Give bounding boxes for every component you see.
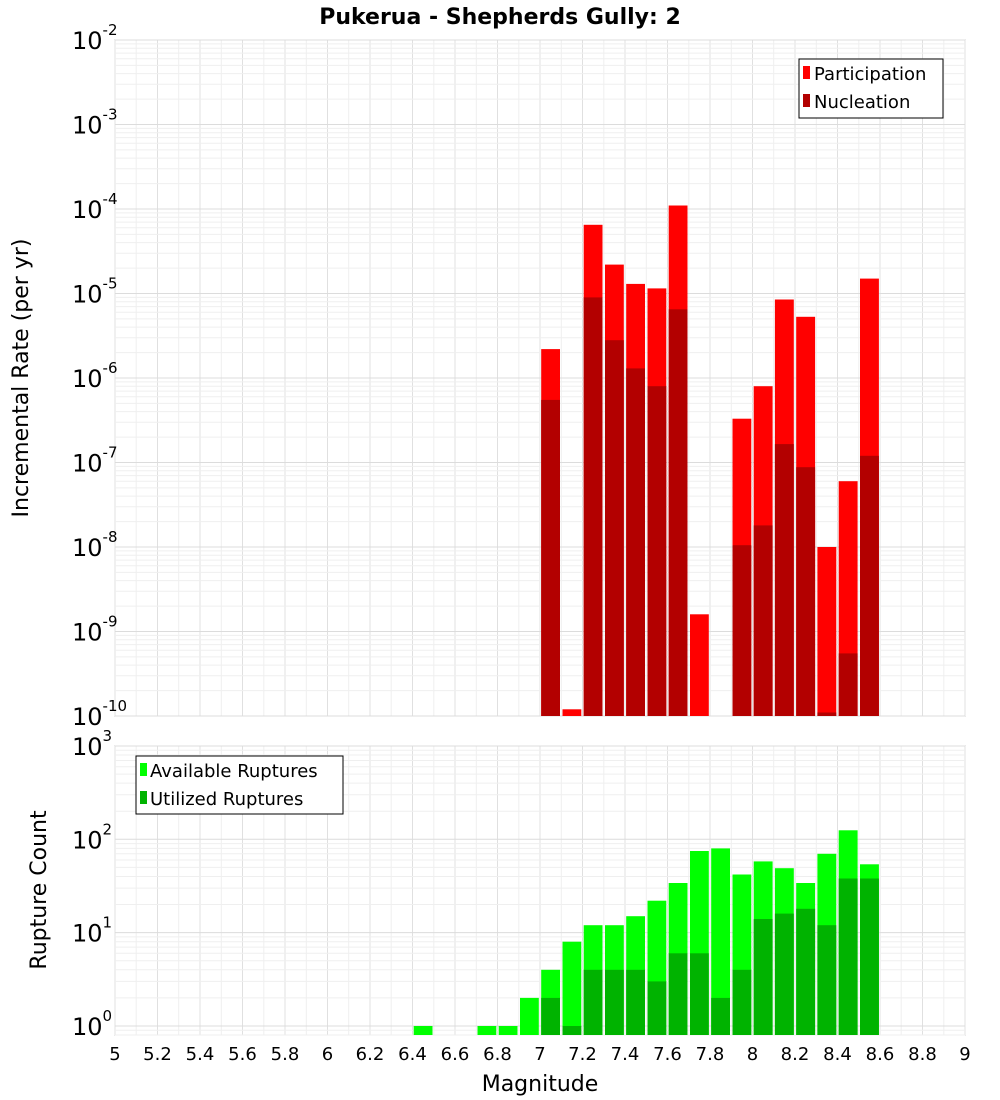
count-bar-utilized-ruptures bbox=[774, 913, 794, 1035]
count-bar-utilized-ruptures bbox=[711, 997, 730, 1035]
count-bar-available-ruptures bbox=[562, 941, 582, 1035]
count-bars bbox=[413, 830, 879, 1035]
rate-bar-nucleation bbox=[647, 386, 667, 716]
rate-bar-nucleation bbox=[605, 340, 624, 716]
rate-bars bbox=[541, 205, 879, 717]
count-bar-utilized-ruptures bbox=[541, 997, 560, 1035]
x-tick-label: 7.6 bbox=[653, 1044, 682, 1065]
rate-bar-nucleation bbox=[753, 525, 773, 716]
chart-title: Pukerua - Shepherds Gully: 2 bbox=[319, 5, 681, 30]
x-tick-label: 8.8 bbox=[908, 1044, 937, 1065]
y-tick-label: 10-2 bbox=[72, 21, 118, 55]
x-tick-label: 5.6 bbox=[228, 1044, 257, 1065]
rate-bar-nucleation bbox=[583, 297, 603, 716]
count-y-ticks: 100 101 102 103 bbox=[72, 727, 112, 1041]
rate-bar-nucleation bbox=[626, 368, 645, 716]
count-bar-available-ruptures bbox=[711, 848, 730, 1035]
rate-panel: 10-10 10-9 10-8 10-7 10-6 10-5 10-4 10-3 10-2 In… bbox=[9, 21, 966, 731]
x-tick-label: 6.8 bbox=[483, 1044, 512, 1065]
x-tick-label: 7 bbox=[534, 1044, 545, 1065]
count-bar-utilized-ruptures bbox=[753, 919, 773, 1035]
x-tick-labels: 5 5.2 5.4 5.6 5.8 6 6.2 6.4 6.6 6.8 7 7.2 7.4 7.6 7.8 8… bbox=[109, 1044, 970, 1065]
x-tick-label: 9 bbox=[959, 1044, 970, 1065]
rate-bar-nucleation bbox=[774, 444, 794, 716]
legend-swatch-nucleation bbox=[803, 94, 810, 107]
rate-bar-nucleation bbox=[541, 399, 560, 716]
y-tick-label: 10-5 bbox=[72, 275, 118, 309]
y-tick-label: 101 bbox=[72, 914, 112, 948]
count-bar-utilized-ruptures bbox=[817, 925, 837, 1035]
count-bar-utilized-ruptures bbox=[605, 969, 624, 1035]
y-tick-label: 10-3 bbox=[72, 106, 118, 140]
x-tick-label: 5.8 bbox=[271, 1044, 300, 1065]
x-tick-label: 7.4 bbox=[611, 1044, 640, 1065]
y-tick-label: 10-10 bbox=[72, 697, 127, 731]
count-bar-available-ruptures bbox=[520, 997, 539, 1035]
count-bar-utilized-ruptures bbox=[668, 953, 688, 1035]
count-legend-box bbox=[135, 755, 344, 815]
x-tick-label: 7.2 bbox=[568, 1044, 597, 1065]
count-bar-available-ruptures bbox=[498, 1026, 518, 1035]
x-tick-label: 6.6 bbox=[441, 1044, 470, 1065]
count-gridlines bbox=[114, 745, 966, 1036]
legend-label-utilized: Utilized Ruptures bbox=[150, 789, 303, 810]
y-tick-label: 10-4 bbox=[72, 190, 118, 224]
rate-y-ticks: 10-10 10-9 10-8 10-7 10-6 10-5 10-4 10-3 10-2 bbox=[72, 21, 127, 731]
rate-bar-participation bbox=[562, 709, 582, 716]
count-bar-utilized-ruptures bbox=[732, 969, 752, 1035]
x-tick-label: 5 bbox=[109, 1044, 120, 1065]
rate-bar-nucleation bbox=[860, 455, 879, 716]
y-tick-label: 103 bbox=[72, 727, 112, 761]
count-bar-utilized-ruptures bbox=[690, 953, 709, 1035]
count-bar-utilized-ruptures bbox=[583, 969, 603, 1035]
x-axis-label: Magnitude bbox=[482, 1072, 599, 1097]
rate-bar-nucleation bbox=[796, 467, 816, 716]
x-tick-label: 5.2 bbox=[143, 1044, 172, 1065]
rate-legend-box bbox=[798, 58, 944, 119]
x-tick-label: 6.2 bbox=[356, 1044, 385, 1065]
legend-label-available: Available Ruptures bbox=[150, 761, 318, 782]
count-panel: 100 101 102 103 Rupture Count Available Rup… bbox=[27, 727, 971, 1097]
count-y-axis-label: Rupture Count bbox=[27, 810, 52, 970]
x-tick-label: 8.6 bbox=[866, 1044, 895, 1065]
y-tick-label: 10-7 bbox=[72, 444, 118, 478]
rate-bar-participation bbox=[817, 547, 837, 716]
y-tick-label: 10-8 bbox=[72, 528, 118, 562]
rate-gridlines bbox=[114, 39, 966, 717]
x-tick-label: 8.4 bbox=[823, 1044, 852, 1065]
x-tick-label: 6.4 bbox=[398, 1044, 427, 1065]
count-legend: Available Ruptures Utilized Ruptures bbox=[135, 755, 344, 815]
rate-bar-nucleation bbox=[668, 309, 688, 716]
x-tick-label: 5.4 bbox=[186, 1044, 215, 1065]
x-tick-label: 8 bbox=[747, 1044, 758, 1065]
x-tick-label: 7.8 bbox=[696, 1044, 725, 1065]
count-bar-available-ruptures bbox=[413, 1026, 433, 1035]
y-tick-label: 10-9 bbox=[72, 613, 118, 647]
count-bar-available-ruptures bbox=[477, 1026, 497, 1035]
legend-label-participation: Participation bbox=[814, 64, 926, 85]
count-bar-utilized-ruptures bbox=[626, 969, 645, 1035]
count-bar-utilized-ruptures bbox=[860, 878, 879, 1035]
rate-bar-participation bbox=[690, 614, 709, 716]
count-bar-utilized-ruptures bbox=[796, 908, 816, 1035]
rate-bar-nucleation bbox=[732, 545, 752, 716]
y-tick-label: 100 bbox=[72, 1007, 112, 1041]
count-bar-utilized-ruptures bbox=[647, 981, 667, 1035]
count-bar-utilized-ruptures bbox=[562, 1026, 582, 1035]
x-tick-label: 6 bbox=[322, 1044, 333, 1065]
rate-bar-nucleation bbox=[838, 653, 858, 716]
legend-swatch-utilized bbox=[140, 791, 147, 804]
rate-y-axis-label: Incremental Rate (per yr) bbox=[9, 239, 34, 518]
legend-swatch-participation bbox=[803, 66, 810, 79]
count-bar-utilized-ruptures bbox=[838, 878, 858, 1035]
legend-label-nucleation: Nucleation bbox=[814, 92, 910, 113]
rate-legend: Participation Nucleation bbox=[798, 58, 944, 119]
legend-swatch-available bbox=[140, 763, 147, 776]
y-tick-label: 102 bbox=[72, 820, 112, 854]
x-tick-label: 8.2 bbox=[781, 1044, 810, 1065]
y-tick-label: 10-6 bbox=[72, 359, 118, 393]
rate-bar-nucleation bbox=[817, 712, 837, 716]
